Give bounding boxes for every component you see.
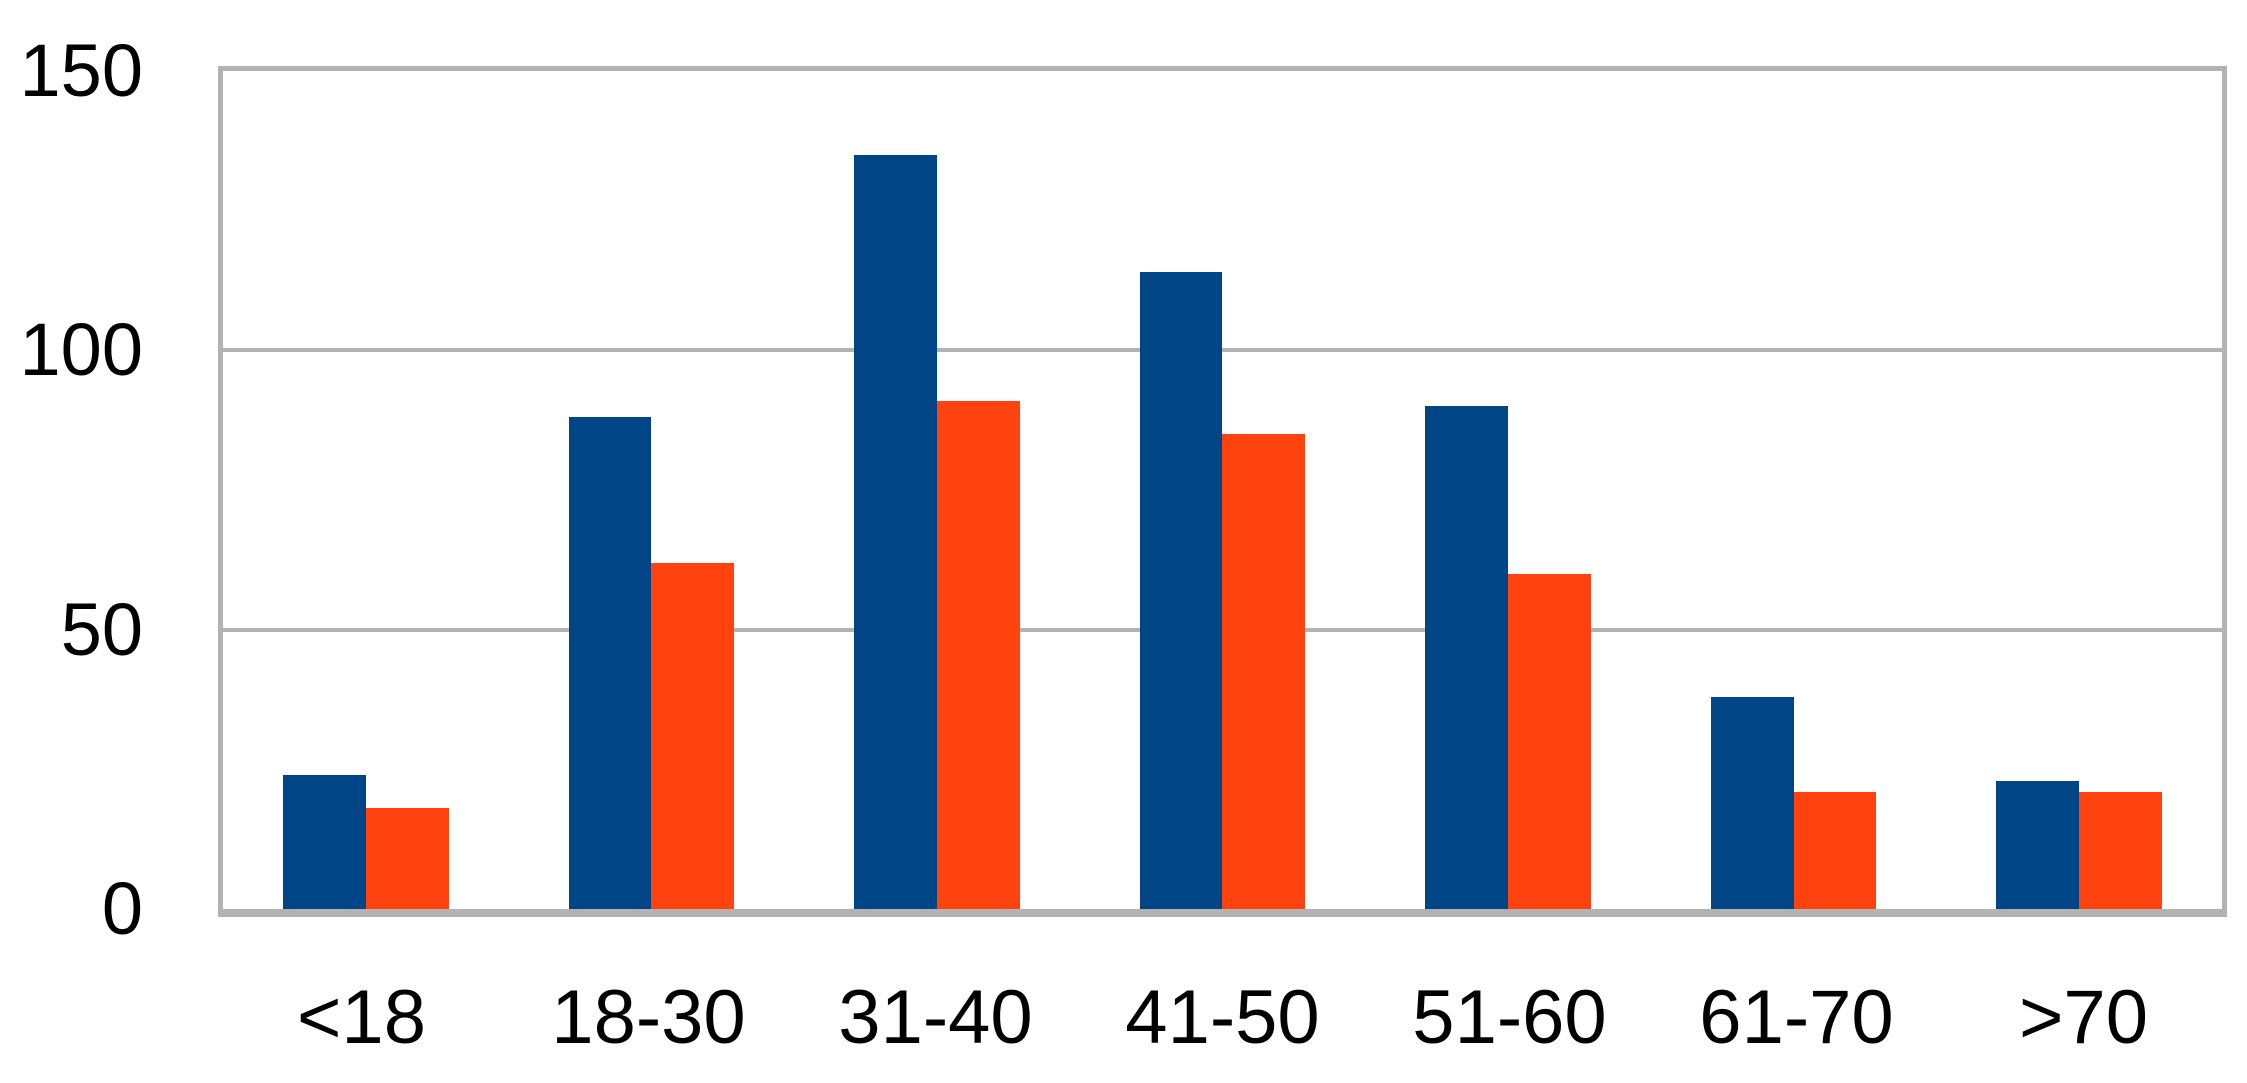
x-axis-label: 31-40 — [838, 975, 1033, 1060]
bar-group — [223, 71, 509, 909]
bar-series-2-41-50 — [1222, 434, 1306, 909]
bar-group — [794, 71, 1080, 909]
y-axis-label: 100 — [19, 308, 143, 392]
bar-group — [1365, 71, 1651, 909]
bar-series-1-<18 — [282, 774, 366, 909]
bars-layer — [223, 71, 2222, 909]
bar-series-1-51-60 — [1425, 406, 1509, 909]
bar-series-2-31-40 — [936, 400, 1020, 909]
plot-area — [218, 66, 2227, 917]
bar-group — [1936, 71, 2222, 909]
x-axis-label: 18-30 — [551, 975, 746, 1060]
bar-group — [1651, 71, 1937, 909]
bar-series-2-18-30 — [651, 562, 735, 909]
bar-series-1-18-30 — [568, 417, 652, 909]
bar-group — [509, 71, 795, 909]
bar-series-1->70 — [1996, 780, 2080, 909]
bar-group — [1080, 71, 1366, 909]
y-axis-label: 150 — [19, 29, 143, 112]
x-axis-label: <18 — [297, 975, 426, 1060]
x-axis-label: 41-50 — [1125, 975, 1320, 1060]
bar-series-1-41-50 — [1139, 272, 1223, 909]
y-axis-label: 50 — [60, 587, 143, 671]
bar-series-2-<18 — [365, 808, 449, 909]
x-axis-label: 61-70 — [1699, 975, 1894, 1060]
bar-series-1-61-70 — [1710, 696, 1794, 909]
bar-series-2-61-70 — [1793, 791, 1877, 909]
gridline — [223, 348, 2222, 353]
bar-series-2-51-60 — [1508, 573, 1591, 909]
x-axis-label: >70 — [2019, 975, 2148, 1060]
bar-series-1-31-40 — [854, 154, 937, 909]
bar-series-2->70 — [2079, 791, 2163, 909]
y-axis-label: 0 — [101, 867, 143, 950]
x-axis-label: 51-60 — [1412, 975, 1607, 1060]
